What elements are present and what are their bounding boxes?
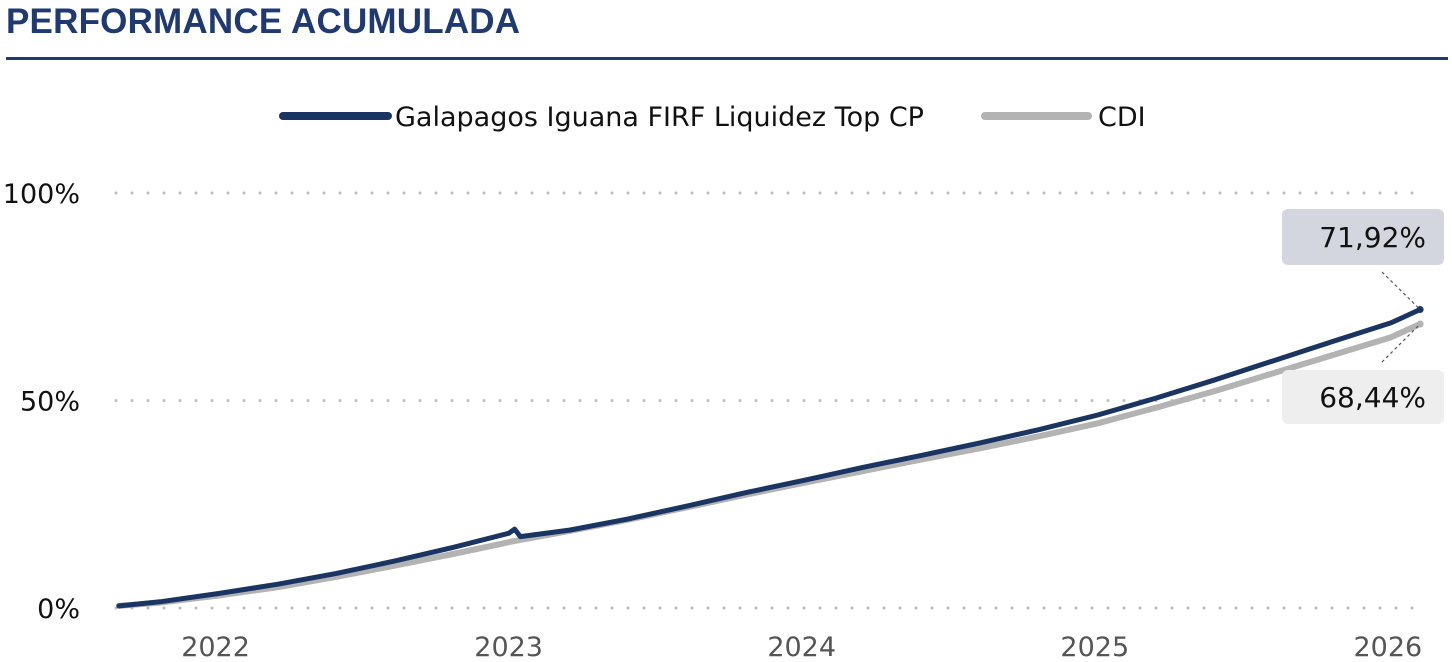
title-underline <box>6 57 1448 60</box>
series-lines <box>115 306 1424 609</box>
end-value-callouts: 71,92% 68,44% <box>1282 209 1444 424</box>
x-axis-ticks: 2022 2023 2024 2025 2026 <box>181 632 1422 662</box>
x-tick-label: 2022 <box>181 632 250 662</box>
x-tick-label: 2026 <box>1353 632 1422 662</box>
legend-label-fund: Galapagos Iguana FIRF Liquidez Top CP <box>395 102 924 133</box>
legend-label-cdi: CDI <box>1098 102 1146 133</box>
gridlines <box>114 191 1428 610</box>
callout-leader-cdi <box>1381 323 1421 363</box>
page-title: PERFORMANCE ACUMULADA <box>6 2 521 41</box>
series-line-cdi <box>115 321 1424 609</box>
y-tick-label: 100% <box>3 179 80 210</box>
callout-leader-fund <box>1381 271 1421 310</box>
y-tick-label: 0% <box>37 594 80 625</box>
series-end-point-cdi <box>1416 320 1424 328</box>
series-end-point-fund <box>1416 306 1424 314</box>
x-tick-label: 2024 <box>767 632 836 662</box>
x-tick-label: 2023 <box>474 632 543 662</box>
y-tick-label: 50% <box>20 387 80 418</box>
callout-box-cdi <box>1282 370 1444 424</box>
y-axis-ticks: 0% 50% 100% <box>3 179 80 625</box>
callout-value-fund: 71,92% <box>1319 221 1426 254</box>
legend: Galapagos Iguana FIRF Liquidez Top CP CDI <box>279 102 1146 133</box>
x-tick-label: 2025 <box>1060 632 1129 662</box>
callout-box-fund <box>1282 209 1444 265</box>
series-line-fund <box>116 307 1423 609</box>
callout-value-cdi: 68,44% <box>1319 381 1426 414</box>
